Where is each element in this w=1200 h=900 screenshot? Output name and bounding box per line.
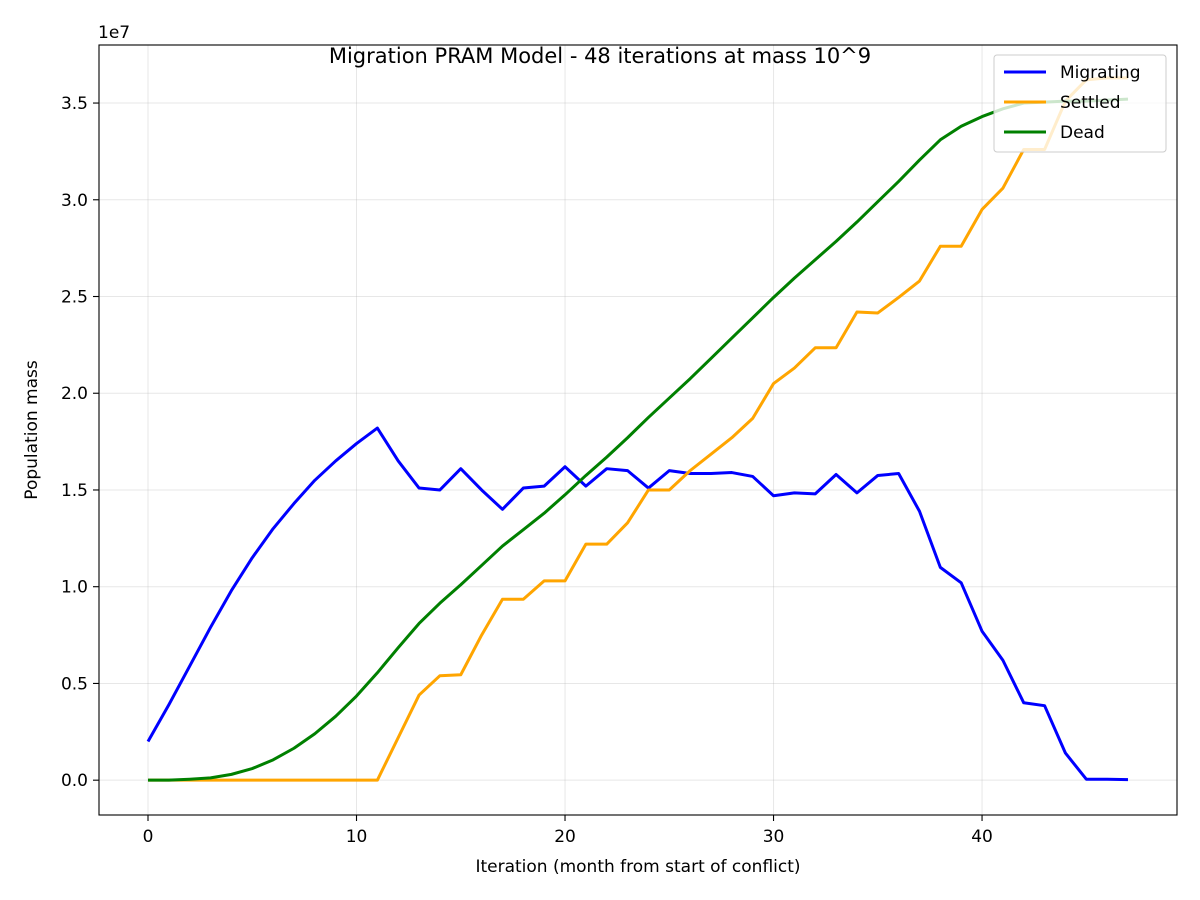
y-tick-label: 0.5: [61, 674, 88, 694]
x-tick-label: 0: [143, 827, 154, 847]
y-tick-label: 2.5: [61, 288, 88, 308]
series-line-settled: [148, 76, 1128, 782]
y-offset-label: 1e7: [98, 23, 130, 43]
y-tick-label: 0.0: [61, 771, 88, 791]
y-tick-label: 2.0: [61, 384, 88, 404]
y-tick-label: 1.0: [61, 578, 88, 598]
legend-label-dead: Dead: [1060, 123, 1105, 143]
plot-area-frame: [98, 44, 1178, 816]
series-line-migrating: [146, 426, 1129, 782]
y-tick-label: 3.5: [61, 94, 88, 114]
legend-label-settled: Settled: [1060, 93, 1121, 113]
grid-lines: [99, 45, 1177, 815]
x-tick-label: 40: [971, 827, 993, 847]
x-tick-label: 10: [346, 827, 368, 847]
y-axis-ticks: 0.0 0.5 1.0 1.5 2.0 2.5 3.0 3.5: [61, 94, 99, 791]
legend-box: [993, 54, 1167, 153]
x-tick-label: 30: [763, 827, 785, 847]
y-tick-label: 3.0: [61, 191, 88, 211]
chart-title: Migration PRAM Model - 48 iterations at …: [329, 44, 871, 68]
x-axis-ticks: 0 10 20 30 40: [143, 815, 993, 847]
x-tick-label: 20: [554, 827, 576, 847]
x-axis-label: Iteration (month from start of conflict): [475, 857, 800, 877]
y-axis-label: Population mass: [22, 360, 42, 500]
y-tick-label: 1.5: [61, 481, 88, 501]
legend-label-migrating: Migrating: [1060, 63, 1141, 83]
legend: Migrating Settled Dead: [993, 54, 1167, 153]
series-line-dead: [148, 97, 1129, 782]
series-lines: [146, 76, 1129, 782]
